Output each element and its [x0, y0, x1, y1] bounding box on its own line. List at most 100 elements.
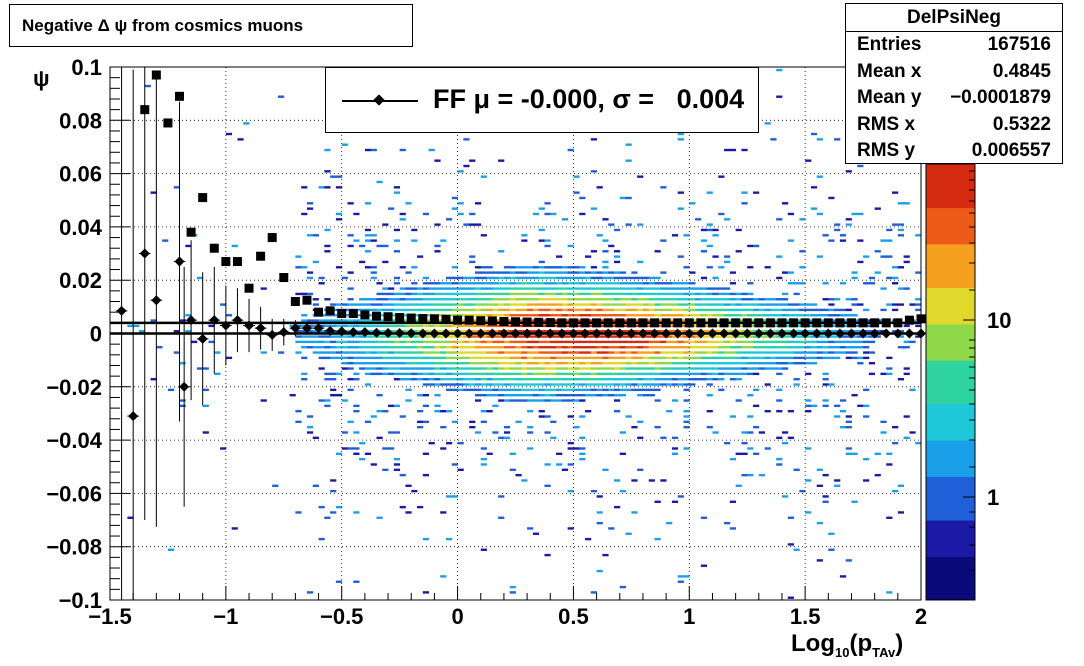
heatmap-cell — [671, 356, 679, 360]
heatmap-cell — [364, 356, 372, 360]
heatmap-cell — [671, 346, 679, 349]
heatmap-cell — [515, 473, 522, 477]
heatmap-cell — [341, 340, 348, 344]
palette-cell — [926, 498, 975, 507]
heatmap-cell — [556, 383, 563, 386]
heatmap-cell — [671, 314, 679, 317]
heatmap-cell — [637, 223, 644, 226]
heatmap-cell — [544, 244, 551, 248]
heatmap-cell — [787, 239, 794, 242]
heatmap-cell — [683, 575, 690, 578]
heatmap-cell — [602, 362, 609, 365]
heatmap-cell — [892, 191, 899, 194]
heatmap-cell — [463, 164, 470, 168]
heatmap-cell — [845, 223, 852, 226]
palette-cell — [926, 491, 975, 499]
heatmap-cell — [480, 393, 487, 397]
heatmap-cell — [753, 244, 760, 248]
heatmap-cell — [405, 399, 412, 402]
heatmap-cell — [405, 202, 412, 205]
heatmap-cell — [567, 335, 574, 338]
heatmap-cell — [422, 372, 430, 376]
heatmap-cell — [810, 404, 818, 408]
heatmap-cell — [897, 335, 905, 338]
heatmap-cell — [585, 292, 592, 296]
heatmap-cell — [712, 292, 719, 296]
z-tick-label: 1 — [987, 485, 999, 510]
heatmap-cell — [666, 346, 673, 349]
heatmap-cell — [793, 314, 800, 317]
heatmap-cell — [347, 287, 354, 290]
heatmap-cell — [897, 266, 905, 269]
heatmap-cell — [695, 351, 702, 354]
heatmap-cell — [573, 282, 580, 285]
heatmap-cell — [463, 138, 470, 141]
heatmap-cell — [382, 308, 389, 312]
square-marker — [731, 318, 741, 328]
heatmap-cell — [277, 351, 285, 354]
heatmap-cell — [608, 393, 615, 397]
heatmap-cell — [550, 314, 557, 317]
heatmap-cell — [834, 404, 841, 408]
heatmap-cell — [608, 362, 615, 365]
heatmap-cell — [585, 367, 592, 370]
heatmap-cell — [335, 351, 343, 354]
heatmap-cell — [915, 298, 922, 301]
heatmap-cell — [845, 335, 852, 338]
heatmap-cell — [770, 303, 777, 306]
heatmap-cell — [399, 346, 406, 349]
heatmap-cell — [666, 292, 673, 296]
heatmap-cell — [515, 271, 522, 274]
heatmap-cell — [150, 319, 157, 322]
heatmap-cell — [660, 351, 667, 354]
heatmap-cell — [318, 351, 325, 354]
heatmap-cell — [729, 367, 737, 370]
heatmap-cell — [677, 308, 684, 312]
heatmap-cell — [666, 287, 673, 290]
heatmap-cell — [642, 340, 650, 344]
heatmap-cell — [411, 287, 418, 290]
heatmap-cell — [776, 356, 783, 360]
heatmap-cell — [828, 330, 835, 333]
heatmap-cell — [376, 298, 383, 301]
heatmap-cell — [370, 271, 377, 274]
heatmap-cell — [724, 351, 731, 354]
heatmap-cell — [631, 308, 638, 312]
palette-cell — [926, 294, 975, 303]
heatmap-cell — [642, 287, 650, 290]
heatmap-cell — [590, 138, 597, 141]
heatmap-cell — [805, 330, 812, 333]
heatmap-cell — [544, 351, 551, 354]
heatmap-cell — [521, 308, 528, 312]
heatmap-cell — [689, 298, 696, 301]
heatmap-cell — [706, 383, 713, 386]
heatmap-cell — [474, 378, 482, 381]
heatmap-cell — [689, 282, 696, 285]
heatmap-cell — [353, 340, 360, 344]
heatmap-cell — [550, 346, 557, 349]
heatmap-cell — [828, 356, 835, 360]
heatmap-cell — [544, 340, 551, 344]
diamond-marker — [556, 328, 567, 339]
square-marker — [777, 318, 787, 328]
heatmap-cell — [370, 415, 377, 418]
heatmap-cell — [897, 484, 905, 488]
heatmap-cell — [776, 399, 783, 402]
heatmap-cell — [486, 393, 493, 397]
heatmap-cell — [532, 266, 540, 269]
heatmap-cell — [173, 330, 180, 333]
heatmap-cell — [602, 298, 609, 301]
diamond-marker — [498, 328, 509, 339]
heatmap-cell — [735, 308, 742, 312]
heatmap-cell — [654, 537, 661, 541]
heatmap-cell — [167, 388, 175, 392]
heatmap-cell — [417, 303, 424, 306]
heatmap-cell — [347, 367, 354, 370]
heatmap-cell — [376, 356, 383, 360]
heatmap-cell — [735, 484, 742, 488]
heatmap-cell — [585, 298, 592, 301]
heatmap-cell — [729, 314, 737, 317]
heatmap-cell — [532, 271, 540, 274]
heatmap-cell — [405, 298, 412, 301]
heatmap-cell — [399, 415, 406, 418]
